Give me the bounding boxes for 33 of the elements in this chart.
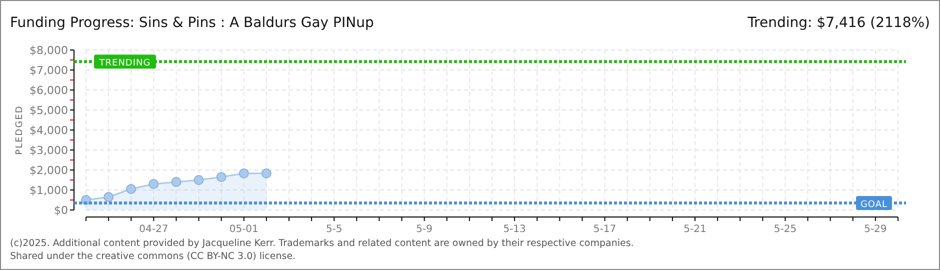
text: (c)2025. Additional content provided by Jacqueline Kerr. Trademarks and related content are owned by their respective companies. [10, 238, 634, 249]
point [126, 184, 136, 194]
point [216, 172, 226, 182]
point [104, 192, 114, 202]
x-tick-label: 04-27 [139, 224, 168, 235]
point [148, 179, 159, 189]
point [171, 177, 182, 187]
x-tick-label: 5-9 [416, 224, 433, 235]
chart-subtitle: Trending: $7,416 (2118%) [746, 15, 930, 31]
y-tick-label: $7,000 [30, 64, 68, 77]
x-tick-label: 5-13 [503, 224, 526, 235]
y-tick-label: $2,000 [30, 164, 68, 177]
y-tick-label: $8,000 [30, 44, 68, 57]
text: Shared under the creative commons (CC BY-NC 3.0) license. [10, 251, 296, 262]
y-tick-label: $0 [54, 204, 68, 217]
y-axis-title: PLEDGED [15, 105, 25, 155]
y-tick-label: $3,000 [30, 144, 68, 157]
point [194, 175, 204, 185]
y-tick-label: $5,000 [30, 104, 68, 117]
ref-line-label: GOAL [860, 200, 888, 210]
x-tick-label: 5-25 [774, 224, 797, 235]
x-tick-label: 5-29 [864, 224, 887, 235]
y-tick-label: $6,000 [30, 84, 68, 97]
point [261, 168, 272, 178]
ref-line-label: TRENDING [98, 58, 151, 69]
x-tick-label: 5-5 [326, 224, 342, 235]
chart-title: Funding Progress: Sins & Pins : A Baldurs Gay PINup [10, 15, 374, 31]
x-tick-label: 5-17 [593, 224, 616, 235]
y-tick-label: $4,000 [30, 124, 68, 137]
y-tick-label: $1,000 [30, 184, 68, 197]
x-tick-label: 5-21 [684, 224, 706, 235]
x-tick-label: 05-01 [229, 224, 258, 235]
point [238, 168, 249, 178]
